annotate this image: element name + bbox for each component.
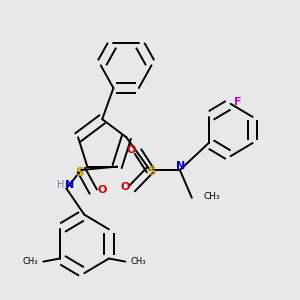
Text: O: O: [98, 185, 107, 195]
Text: F: F: [234, 97, 242, 107]
Text: O: O: [121, 182, 130, 192]
Text: S: S: [76, 166, 84, 179]
Text: H: H: [57, 180, 64, 190]
Text: N: N: [176, 161, 185, 171]
Text: N: N: [65, 180, 75, 190]
Text: CH₃: CH₃: [131, 257, 146, 266]
Text: CH₃: CH₃: [204, 192, 220, 201]
Text: S: S: [147, 165, 156, 178]
Text: CH₃: CH₃: [22, 257, 38, 266]
Text: O: O: [127, 145, 136, 155]
